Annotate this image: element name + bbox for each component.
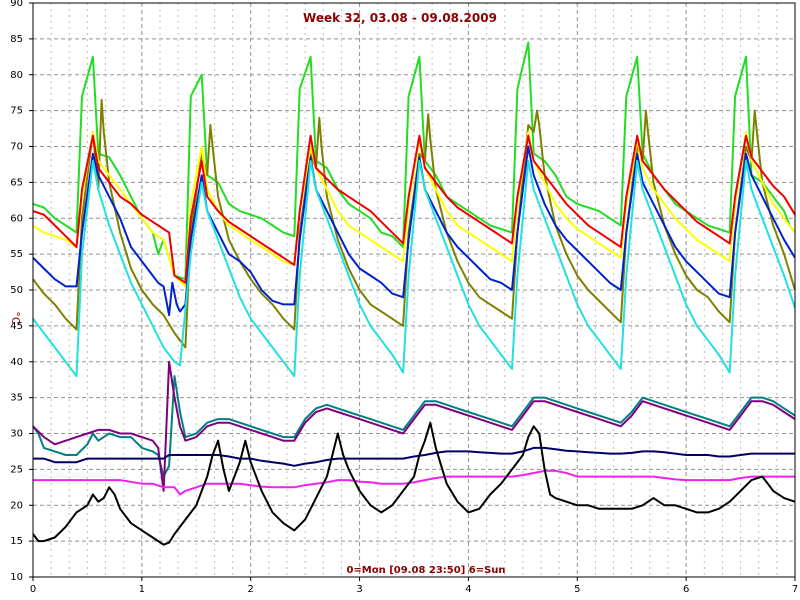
y-axis-unit: °C: [9, 311, 22, 325]
y-tick-label: 20: [10, 500, 23, 511]
y-tick-label: 30: [10, 429, 23, 440]
x-tick-label: 3: [356, 584, 362, 595]
x-tick-label: 1: [139, 584, 145, 595]
y-tick-label: 80: [10, 70, 23, 81]
y-tick-label: 65: [10, 177, 23, 188]
y-tick-label: 45: [10, 321, 23, 332]
y-tick-label: 60: [10, 213, 23, 224]
y-tick-label: 75: [10, 106, 23, 117]
y-tick-label: 50: [10, 285, 23, 296]
x-tick-label: 5: [574, 584, 580, 595]
y-tick-label: 10: [10, 572, 23, 583]
y-tick-label: 70: [10, 142, 23, 153]
y-tick-label: 55: [10, 249, 23, 260]
x-tick-label: 6: [683, 584, 689, 595]
series-line-9: [33, 469, 795, 496]
y-tick-label: 15: [10, 536, 23, 547]
series-lines: [32, 41, 796, 546]
chart-footer: 0=Mon [09.08 23:50] 6=Sun: [346, 565, 505, 576]
plot-frame: [32, 2, 796, 578]
series-line-4: [32, 145, 796, 317]
series-line-8: [33, 446, 795, 467]
series-line-3: [32, 134, 796, 284]
y-tick-label: 25: [10, 464, 23, 475]
y-tick-label: 35: [10, 393, 23, 404]
series-line-7: [32, 360, 796, 492]
series-line-5: [32, 159, 796, 378]
series-line-10: [32, 421, 796, 546]
x-tick-label: 4: [465, 584, 471, 595]
x-tick-label: 7: [792, 584, 798, 595]
series-line-0: [32, 41, 796, 281]
chart-title: Week 32, 03.08 - 09.08.2009: [303, 11, 497, 25]
x-tick-label: 2: [248, 584, 254, 595]
series-line-6: [32, 375, 796, 478]
x-tick-label: 0: [30, 584, 36, 595]
y-tick-label: 40: [10, 357, 23, 368]
y-tick-label: 90: [10, 0, 23, 9]
y-tick-label: 85: [10, 34, 23, 45]
